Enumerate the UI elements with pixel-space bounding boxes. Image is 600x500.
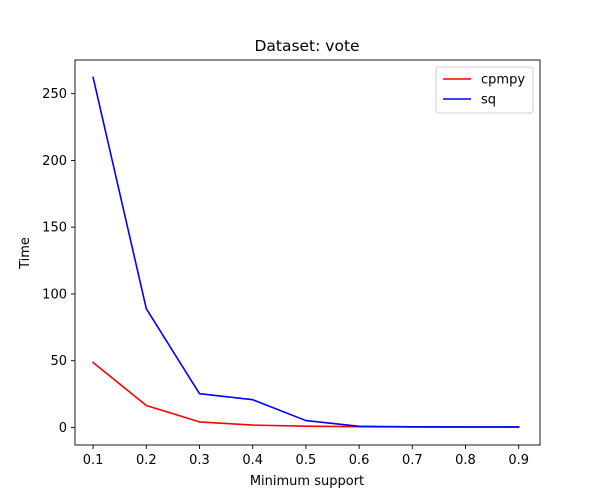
y-axis-label: Time bbox=[18, 237, 33, 270]
chart-title: Dataset: vote bbox=[254, 37, 359, 55]
legend-label-cpmpy: cpmpy bbox=[481, 73, 525, 88]
x-tick-label: 0.3 bbox=[189, 453, 210, 468]
y-tick-label: 50 bbox=[50, 354, 67, 369]
y-tick-label: 100 bbox=[42, 287, 67, 302]
x-tick-label: 0.1 bbox=[83, 453, 104, 468]
series-line-sq bbox=[92, 76, 520, 428]
x-tick-label: 0.6 bbox=[349, 453, 370, 468]
x-tick-label: 0.8 bbox=[455, 453, 476, 468]
legend-label-sq: sq bbox=[481, 93, 496, 108]
plot-frame bbox=[74, 59, 541, 446]
plot-area: 0.1 0.2 0.3 0.4 0.5 0.6 0.7 0.8 0.9 0 50 100 150 200 2… bbox=[42, 59, 541, 468]
x-tick-label: 0.9 bbox=[508, 453, 529, 468]
series-line-cpmpy bbox=[91, 361, 520, 428]
y-tick-label: 200 bbox=[42, 154, 67, 169]
x-tick-label: 0.7 bbox=[402, 453, 423, 468]
x-tick-label: 0.2 bbox=[136, 453, 157, 468]
y-tick-label: 150 bbox=[42, 221, 67, 236]
legend: cpmpy sq bbox=[435, 66, 534, 114]
y-tick-label: 250 bbox=[42, 87, 67, 102]
y-tick-label: 0 bbox=[59, 421, 67, 436]
x-tick-label: 0.5 bbox=[296, 453, 317, 468]
x-tick-label: 0.4 bbox=[242, 453, 263, 468]
x-axis-label: Minimum support bbox=[250, 474, 364, 489]
